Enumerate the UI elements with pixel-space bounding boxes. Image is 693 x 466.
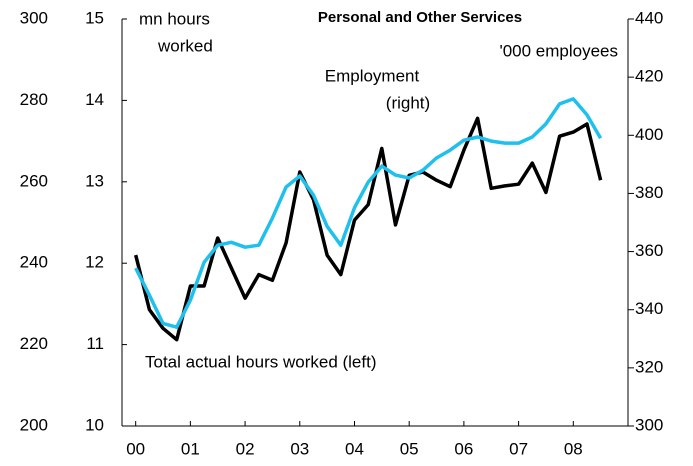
series-line [134, 97, 603, 329]
y0-tick-label: 220 [20, 334, 48, 353]
x-tick-label: 02 [236, 439, 255, 458]
y0-tick-label: 300 [20, 8, 48, 27]
x-tick-label: 05 [400, 439, 419, 458]
left-axis-label: worked [157, 36, 213, 55]
y2-tick-label: 300 [635, 415, 663, 434]
y-tick-label: 10 [85, 415, 104, 434]
annotation: Total actual hours worked (left) [145, 352, 377, 371]
y2-tick-label: 380 [635, 183, 663, 202]
x-tick-label: 08 [564, 439, 583, 458]
y2-tick-label: 340 [635, 299, 663, 318]
y-tick-label: 14 [85, 90, 104, 109]
y0-tick-label: 240 [20, 253, 48, 272]
y2-tick-label: 360 [635, 241, 663, 260]
y2-tick-label: 320 [635, 357, 663, 376]
y0-tick-label: 200 [20, 415, 48, 434]
y0-tick-label: 260 [20, 171, 48, 190]
y2-tick-label: 420 [635, 67, 663, 86]
x-tick-label: 07 [509, 439, 528, 458]
x-tick-label: 01 [181, 439, 200, 458]
x-tick-label: 03 [290, 439, 309, 458]
y-tick-label: 13 [85, 171, 104, 190]
x-tick-label: 06 [454, 439, 473, 458]
right-axis-label: '000 employees [499, 41, 618, 60]
series-line [134, 116, 603, 342]
y2-tick-label: 400 [635, 125, 663, 144]
x-tick-label: 04 [345, 439, 364, 458]
y-tick-label: 15 [85, 8, 104, 27]
chart-title: Personal and Other Services [318, 9, 522, 26]
y-tick-label: 11 [86, 334, 104, 353]
y0-tick-label: 280 [20, 90, 48, 109]
y2-tick-label: 440 [635, 8, 663, 27]
left-axis-label: mn hours [139, 9, 210, 28]
y-tick-label: 12 [85, 253, 104, 272]
annotation: (right) [386, 93, 430, 112]
x-tick-label: 00 [126, 439, 145, 458]
annotation: Employment [325, 66, 420, 85]
